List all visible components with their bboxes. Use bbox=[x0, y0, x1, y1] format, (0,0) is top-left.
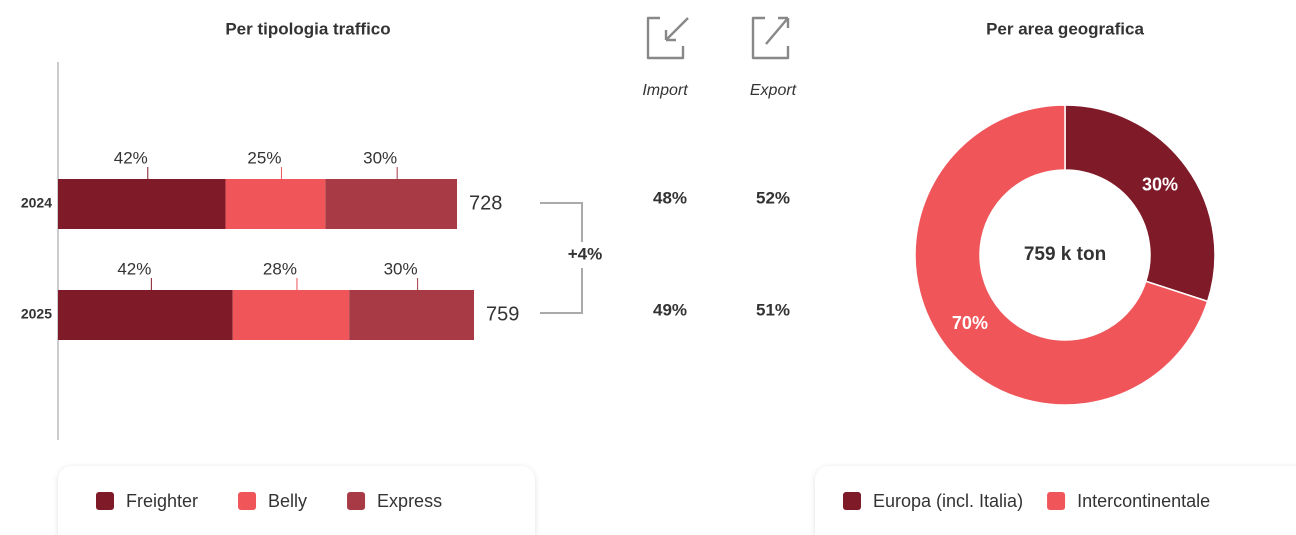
segment-label: 42% bbox=[117, 259, 151, 278]
flow-value: 48% bbox=[653, 188, 687, 207]
bar-segment bbox=[325, 179, 458, 229]
segment-label: 30% bbox=[363, 148, 397, 167]
segment-label: 25% bbox=[247, 148, 281, 167]
pie-slice bbox=[914, 104, 1209, 406]
column-header: Import bbox=[642, 82, 688, 99]
slice-label: 70% bbox=[952, 313, 988, 333]
legend-swatch bbox=[1047, 492, 1066, 510]
legend-box bbox=[58, 466, 535, 535]
center-label: 759 k ton bbox=[1024, 244, 1106, 265]
bar-segment bbox=[232, 290, 350, 340]
bar-segment bbox=[58, 290, 233, 340]
slice-label: 30% bbox=[1142, 175, 1178, 195]
bar-segment bbox=[58, 179, 226, 229]
legend-label: Express bbox=[377, 491, 442, 511]
bar-segment bbox=[225, 179, 326, 229]
total-label: 759 bbox=[486, 303, 519, 325]
legend-label: Intercontinentale bbox=[1077, 491, 1210, 511]
legend-swatch bbox=[347, 492, 366, 510]
column-header: Export bbox=[750, 82, 797, 99]
y-tick-label: 2024 bbox=[21, 195, 52, 211]
flow-value: 49% bbox=[653, 300, 687, 319]
pie-title: Per area geografica bbox=[986, 19, 1144, 38]
bar-title: Per tipologia traffico bbox=[225, 19, 390, 38]
total-label: 728 bbox=[469, 192, 502, 214]
flow-value: 52% bbox=[756, 188, 790, 207]
export-icon bbox=[751, 16, 790, 60]
legend-label: Freighter bbox=[126, 491, 198, 511]
bracket bbox=[540, 202, 583, 314]
legend-label: Belly bbox=[268, 491, 307, 511]
legend-label: Europa (incl. Italia) bbox=[873, 491, 1023, 511]
segment-label: 28% bbox=[263, 259, 297, 278]
legend-swatch bbox=[96, 492, 114, 510]
bar-segment bbox=[349, 290, 474, 340]
import-icon bbox=[646, 16, 689, 60]
legend-swatch bbox=[843, 492, 861, 510]
flow-value: 51% bbox=[756, 300, 790, 319]
legend-swatch bbox=[238, 492, 257, 510]
y-tick-label: 2025 bbox=[21, 306, 52, 322]
pie-slice bbox=[1064, 104, 1216, 303]
segment-label: 42% bbox=[114, 148, 148, 167]
segment-label: 30% bbox=[384, 259, 418, 278]
annotation: +4% bbox=[568, 244, 603, 263]
